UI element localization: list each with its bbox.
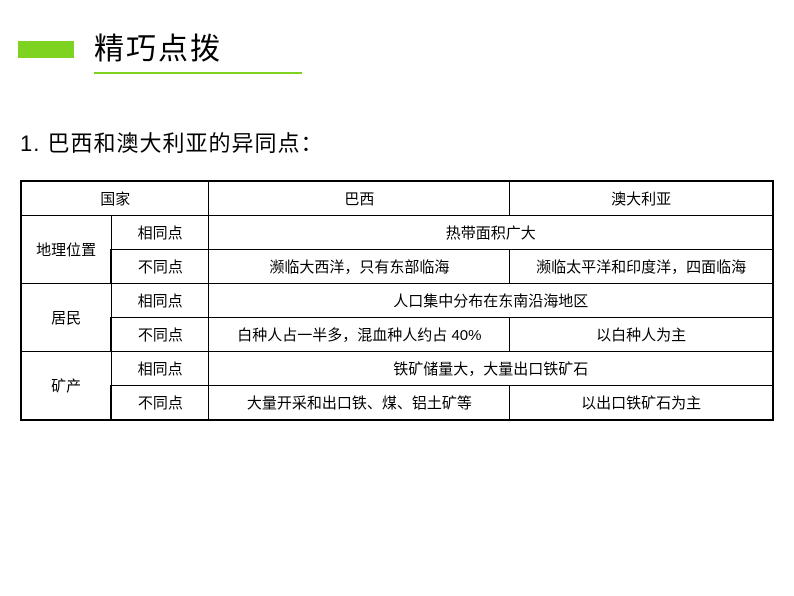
diff-australia: 以出口铁矿石为主 xyxy=(510,386,773,421)
diff-label: 不同点 xyxy=(111,386,209,421)
table-row: 矿产 相同点 铁矿储量大，大量出口铁矿石 xyxy=(21,352,773,386)
same-label: 相同点 xyxy=(111,352,209,386)
diff-brazil: 白种人占一半多，混血种人约占 40% xyxy=(209,318,510,352)
same-text: 铁矿储量大，大量出口铁矿石 xyxy=(209,352,773,386)
category-geography: 地理位置 xyxy=(21,216,111,284)
diff-brazil: 大量开采和出口铁、煤、铝土矿等 xyxy=(209,386,510,421)
diff-label: 不同点 xyxy=(111,250,209,284)
same-label: 相同点 xyxy=(111,216,209,250)
header-australia: 澳大利亚 xyxy=(510,181,773,216)
table-row: 居民 相同点 人口集中分布在东南沿海地区 xyxy=(21,284,773,318)
category-residents: 居民 xyxy=(21,284,111,352)
header-brazil: 巴西 xyxy=(209,181,510,216)
subtitle: 1. 巴西和澳大利亚的异同点： xyxy=(20,126,794,158)
same-text: 人口集中分布在东南沿海地区 xyxy=(209,284,773,318)
category-minerals: 矿产 xyxy=(21,352,111,421)
accent-bar xyxy=(18,41,74,58)
diff-australia: 濒临太平洋和印度洋，四面临海 xyxy=(510,250,773,284)
table-row: 不同点 白种人占一半多，混血种人约占 40% 以白种人为主 xyxy=(21,318,773,352)
diff-brazil: 濒临大西洋，只有东部临海 xyxy=(209,250,510,284)
table-header-row: 国家 巴西 澳大利亚 xyxy=(21,181,773,216)
same-text: 热带面积广大 xyxy=(209,216,773,250)
table-row: 不同点 濒临大西洋，只有东部临海 濒临太平洋和印度洋，四面临海 xyxy=(21,250,773,284)
table-row: 地理位置 相同点 热带面积广大 xyxy=(21,216,773,250)
page-title: 精巧点拨 xyxy=(94,24,302,74)
header-country: 国家 xyxy=(21,181,209,216)
diff-australia: 以白种人为主 xyxy=(510,318,773,352)
header-row: 精巧点拨 xyxy=(0,0,794,74)
same-label: 相同点 xyxy=(111,284,209,318)
diff-label: 不同点 xyxy=(111,318,209,352)
comparison-table: 国家 巴西 澳大利亚 地理位置 相同点 热带面积广大 不同点 濒临大西洋，只有东… xyxy=(20,180,774,421)
table-row: 不同点 大量开采和出口铁、煤、铝土矿等 以出口铁矿石为主 xyxy=(21,386,773,421)
comparison-table-wrapper: 国家 巴西 澳大利亚 地理位置 相同点 热带面积广大 不同点 濒临大西洋，只有东… xyxy=(20,180,774,421)
